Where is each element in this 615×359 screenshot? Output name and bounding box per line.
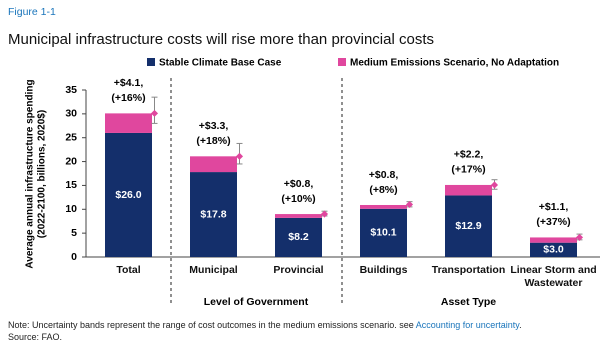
bar-segment — [190, 172, 237, 257]
bar-segment — [360, 208, 407, 257]
error-point — [405, 200, 414, 209]
error-point — [235, 152, 244, 160]
increment-label: +$0.8, — [284, 178, 314, 190]
bar-segment — [105, 132, 152, 257]
x-tick-label: Transportation — [431, 264, 506, 276]
bar-segment — [190, 156, 237, 173]
group-label: Asset Type — [441, 296, 496, 308]
bar-segment — [275, 214, 322, 218]
y-tick-label: 0 — [71, 251, 77, 263]
y-tick-label: 10 — [65, 203, 77, 215]
error-bar — [235, 142, 244, 165]
bar-segment — [360, 204, 407, 209]
y-tick-label: 25 — [65, 131, 77, 143]
bar-segment — [530, 237, 577, 243]
x-tick-label: Provincial — [273, 264, 324, 276]
error-bar — [575, 233, 584, 241]
increment-label: (+8%) — [369, 184, 397, 196]
y-tick-label: 35 — [65, 84, 77, 96]
y-tick-label: 5 — [71, 227, 77, 239]
error-point — [150, 109, 159, 117]
value-label: $10.1 — [370, 227, 396, 239]
note: Note: Uncertainty bands represent the ra… — [8, 320, 522, 330]
increment-label: +$3.3, — [199, 120, 229, 132]
increment-label: +$1.1, — [539, 201, 569, 213]
value-label: $3.0 — [543, 244, 564, 256]
increment-label: (+16%) — [111, 92, 145, 104]
y-axis-label: (2022-2100, billions, 2020$) — [37, 110, 48, 238]
chart-title: Municipal infrastructure costs will rise… — [8, 31, 434, 48]
value-label: $12.9 — [455, 220, 481, 232]
x-tick-label: Linear Storm and Wastewater — [510, 264, 597, 289]
increment-label: +$4.1, — [114, 77, 144, 89]
error-bar — [320, 210, 329, 218]
x-tick-label: Buildings — [359, 264, 408, 276]
error-point — [320, 210, 329, 218]
bar-segment — [445, 195, 492, 257]
value-label: $26.0 — [115, 189, 141, 201]
y-tick-label: 30 — [65, 108, 77, 120]
x-tick-label: Total — [116, 264, 141, 276]
note-text: . — [519, 320, 522, 330]
y-tick-label: 15 — [65, 179, 77, 191]
increment-label: +$2.2, — [454, 149, 484, 161]
legend-swatch — [147, 58, 155, 66]
note-link[interactable]: Accounting for uncertainty — [415, 320, 520, 330]
value-label: $8.2 — [288, 231, 309, 243]
error-point — [490, 181, 499, 189]
increment-label: +$0.8, — [369, 169, 399, 181]
figure-label: Figure 1-1 — [8, 6, 56, 18]
increment-label: (+18%) — [196, 135, 230, 147]
y-axis-label: Average annual infrastructure spending — [25, 79, 36, 268]
error-bar — [405, 200, 414, 209]
bar-segment — [275, 217, 322, 257]
source: Source: FAO. — [8, 332, 63, 342]
note-text: Note: Uncertainty bands represent the ra… — [8, 320, 416, 330]
legend-swatch — [338, 58, 346, 66]
legend-label: Medium Emissions Scenario, No Adaptation — [350, 58, 559, 69]
error-bar — [490, 179, 499, 190]
error-bar — [150, 96, 159, 124]
y-tick-label: 20 — [65, 155, 77, 167]
error-point — [575, 233, 584, 241]
bar-segment — [445, 184, 492, 196]
x-tick-label: Municipal — [189, 264, 238, 276]
increment-label: (+17%) — [451, 164, 485, 176]
bar-segment — [530, 242, 577, 257]
increment-label: (+37%) — [536, 216, 570, 228]
bar-segment — [105, 113, 152, 133]
increment-label: (+10%) — [281, 193, 315, 205]
value-label: $17.8 — [200, 208, 226, 220]
legend-label: Stable Climate Base Case — [159, 58, 282, 69]
group-label: Level of Government — [204, 296, 309, 308]
